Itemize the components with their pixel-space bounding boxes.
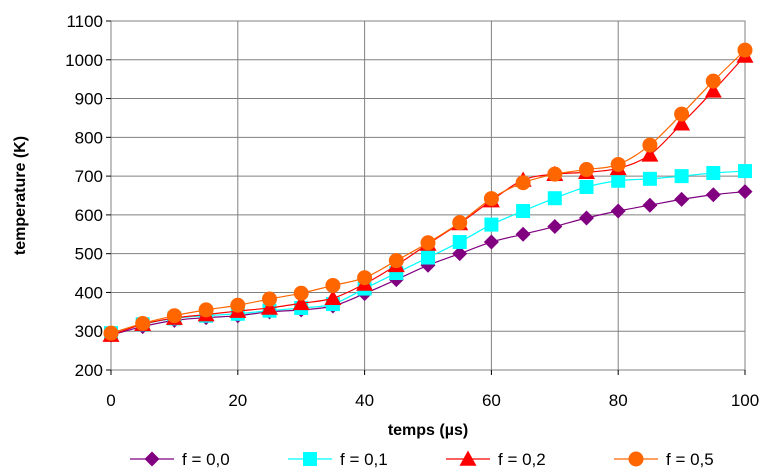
data-point xyxy=(674,191,690,207)
x-tick-label: 60 xyxy=(482,391,501,410)
data-point xyxy=(262,291,277,307)
data-point xyxy=(579,162,594,178)
legend-item: f = 0,2 xyxy=(446,450,546,468)
data-point xyxy=(737,184,753,200)
data-point xyxy=(103,325,119,341)
data-point xyxy=(198,302,214,318)
y-tick-label: 800 xyxy=(75,128,103,147)
legend-label: f = 0,5 xyxy=(666,450,714,468)
x-tick-label: 0 xyxy=(106,391,115,410)
data-point xyxy=(388,253,404,269)
data-point xyxy=(483,234,499,250)
data-point xyxy=(230,297,246,313)
data-point xyxy=(642,197,658,213)
x-axis: 0 20 40 60 80 100 xyxy=(106,370,759,410)
data-point xyxy=(515,175,531,191)
data-point xyxy=(357,270,373,286)
data-point xyxy=(292,294,310,311)
y-tick-label: 600 xyxy=(75,206,103,225)
legend-marker xyxy=(459,450,477,466)
data-point xyxy=(611,173,626,188)
data-point xyxy=(706,166,721,181)
series-line xyxy=(110,49,746,334)
y-tick-label: 500 xyxy=(75,245,103,264)
series-line xyxy=(110,55,746,336)
data-point xyxy=(674,169,689,184)
data-point xyxy=(325,277,341,293)
data-point xyxy=(166,308,182,324)
data-point xyxy=(738,164,752,179)
series-layer xyxy=(102,42,754,343)
legend: f = 0,0 f = 0,1 f = 0,2 f = 0,5 xyxy=(130,450,714,468)
data-point xyxy=(515,226,531,242)
legend-label: f = 0,2 xyxy=(498,450,546,468)
y-tick-label: 900 xyxy=(75,90,103,109)
data-point xyxy=(579,179,594,194)
data-point xyxy=(452,246,468,262)
data-point xyxy=(705,187,721,203)
data-point xyxy=(547,166,563,182)
data-point xyxy=(642,137,658,153)
x-tick-label: 40 xyxy=(355,391,374,410)
x-tick-label: 20 xyxy=(228,391,247,410)
data-point xyxy=(547,219,563,235)
y-tick-label: 300 xyxy=(75,322,103,341)
data-point xyxy=(673,115,691,131)
data-point xyxy=(610,203,626,219)
y-tick-label: 400 xyxy=(75,283,103,302)
legend-item: f = 0,0 xyxy=(130,450,230,468)
data-point xyxy=(610,156,626,172)
data-point xyxy=(674,106,690,122)
data-point xyxy=(547,191,562,206)
data-point xyxy=(579,210,594,226)
data-point xyxy=(261,299,278,315)
legend-label: f = 0,1 xyxy=(340,450,388,468)
data-point xyxy=(641,146,659,162)
data-point xyxy=(516,204,531,219)
data-point xyxy=(737,42,753,58)
y-tick-label: 1100 xyxy=(66,12,103,31)
data-point xyxy=(420,235,436,251)
series-3 xyxy=(103,42,753,341)
legend-item: f = 0,5 xyxy=(614,450,714,468)
data-point xyxy=(452,215,468,231)
data-point xyxy=(704,82,722,98)
y-tick-label: 700 xyxy=(75,167,103,186)
legend-label: f = 0,0 xyxy=(182,450,230,468)
legend-marker xyxy=(303,452,317,466)
x-tick-label: 100 xyxy=(731,391,759,410)
data-point xyxy=(452,235,467,250)
y-axis-title: temperature (K) xyxy=(12,136,29,255)
legend-marker xyxy=(628,451,644,467)
x-axis-title: temps (µs) xyxy=(388,422,468,439)
data-point xyxy=(324,289,342,306)
data-point xyxy=(642,171,657,186)
legend-item: f = 0,1 xyxy=(288,450,388,468)
y-tick-label: 1000 xyxy=(65,51,103,70)
data-point xyxy=(135,315,151,331)
x-tick-label: 80 xyxy=(609,391,628,410)
data-point xyxy=(705,73,721,89)
legend-marker xyxy=(144,451,160,467)
series-2 xyxy=(102,47,754,342)
data-point xyxy=(484,217,499,232)
data-point xyxy=(421,250,435,265)
y-axis: 200 300 400 500 600 700 800 900 1000 1100 xyxy=(65,12,111,380)
data-point xyxy=(483,191,499,207)
data-point xyxy=(293,285,309,301)
y-tick-label: 200 xyxy=(75,361,103,380)
